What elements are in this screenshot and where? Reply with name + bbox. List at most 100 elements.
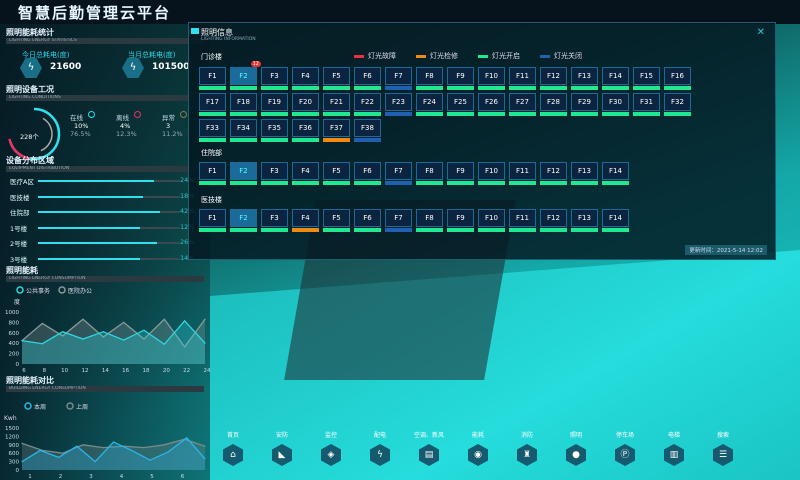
floor-status-bar (199, 86, 226, 90)
close-icon[interactable]: ✕ (756, 27, 765, 38)
floor-button-f28[interactable]: F28 (540, 93, 567, 116)
floor-status-bar (447, 86, 474, 90)
floor-button-f2[interactable]: F2 (230, 162, 257, 185)
floor-button-f33[interactable]: F33 (199, 119, 226, 142)
floor-button-f30[interactable]: F30 (602, 93, 629, 116)
device-status-title: 照明设备工况 (6, 85, 54, 94)
nav-item-8[interactable]: 停车场 Ⓟ (605, 430, 645, 466)
floor-button-f10[interactable]: F10 (478, 209, 505, 232)
floor-button-f27[interactable]: F27 (509, 93, 536, 116)
floor-status-bar (292, 228, 319, 232)
floor-button-f12[interactable]: F12 (540, 209, 567, 232)
floor-button-f11[interactable]: F11 (509, 67, 536, 90)
floor-button-f21[interactable]: F21 (323, 93, 350, 116)
month-label: 当月总耗电(度) (128, 51, 176, 59)
nav-item-0[interactable]: 首页 ⌂ (213, 430, 253, 466)
floor-button-f15[interactable]: F15 (633, 67, 660, 90)
floor-button-f29[interactable]: F29 (571, 93, 598, 116)
floor-button-f4[interactable]: F4 (292, 67, 319, 90)
floor-button-f9[interactable]: F9 (447, 209, 474, 232)
floor-button-f6[interactable]: F6 (354, 209, 381, 232)
floor-button-f9[interactable]: F9 (447, 67, 474, 90)
floor-button-f36[interactable]: F36 (292, 119, 319, 142)
floor-button-f25[interactable]: F25 (447, 93, 474, 116)
floor-button-f8[interactable]: F8 (416, 162, 443, 185)
floor-button-f4[interactable]: F4 (292, 209, 319, 232)
floor-button-f3[interactable]: F3 (261, 209, 288, 232)
nav-icon: ● (566, 444, 586, 466)
floor-button-f13[interactable]: F13 (571, 67, 598, 90)
floor-button-f11[interactable]: F11 (509, 162, 536, 185)
floor-button-f18[interactable]: F18 (230, 93, 257, 116)
floor-button-f19[interactable]: F19 (261, 93, 288, 116)
floor-button-f26[interactable]: F26 (478, 93, 505, 116)
floor-button-f20[interactable]: F20 (292, 93, 319, 116)
floor-button-f16[interactable]: F16 (664, 67, 691, 90)
floor-button-f10[interactable]: F10 (478, 162, 505, 185)
floor-button-f14[interactable]: F14 (602, 209, 629, 232)
floor-button-f10[interactable]: F10 (478, 67, 505, 90)
floor-button-f1[interactable]: F1 (199, 162, 226, 185)
floor-button-f32[interactable]: F32 (664, 93, 691, 116)
nav-icon: ◣ (272, 444, 292, 466)
nav-item-5[interactable]: 能耗 ◉ (458, 430, 498, 466)
floor-button-f5[interactable]: F5 (323, 67, 350, 90)
floor-button-f23[interactable]: F23 (385, 93, 412, 116)
floor-button-f11[interactable]: F11 (509, 209, 536, 232)
floor-button-f7[interactable]: F7 (385, 209, 412, 232)
floor-button-f7[interactable]: F7 (385, 162, 412, 185)
floor-button-f1[interactable]: F1 (199, 209, 226, 232)
floor-button-f7[interactable]: F7 (385, 67, 412, 90)
nav-item-4[interactable]: 空调、新风 ▤ (409, 430, 449, 466)
x-tick-label: 20 (163, 368, 170, 374)
floor-button-f22[interactable]: F22 (354, 93, 381, 116)
floor-button-f1[interactable]: F1 (199, 67, 226, 90)
floor-button-f37[interactable]: F37 (323, 119, 350, 142)
floor-button-f17[interactable]: F17 (199, 93, 226, 116)
distribution-bar-fill (38, 257, 141, 260)
nav-label: 安防 (275, 432, 288, 439)
floor-label: F12 (540, 209, 567, 227)
floor-button-f6[interactable]: F6 (354, 162, 381, 185)
floor-button-f14[interactable]: F14 (602, 162, 629, 185)
floor-button-f12[interactable]: F12 (540, 67, 567, 90)
floor-button-f9[interactable]: F9 (447, 162, 474, 185)
floor-button-f3[interactable]: F3 (261, 67, 288, 90)
floor-button-f6[interactable]: F6 (354, 67, 381, 90)
energy-stats-subtitle: LIGHTING ENERGY STATISTICS (6, 38, 204, 44)
floor-label: F29 (571, 93, 598, 111)
floor-button-f38[interactable]: F38 (354, 119, 381, 142)
floor-button-f13[interactable]: F13 (571, 209, 598, 232)
nav-item-7[interactable]: 照明 ● (556, 430, 596, 466)
nav-item-3[interactable]: 配电 ϟ (360, 430, 400, 466)
floor-label: F1 (199, 67, 226, 85)
data-point (204, 342, 206, 344)
floor-button-f31[interactable]: F31 (633, 93, 660, 116)
floor-button-f8[interactable]: F8 (416, 67, 443, 90)
floor-button-f2[interactable]: F2 (230, 209, 257, 232)
floor-status-bar (478, 86, 505, 90)
floor-button-f35[interactable]: F35 (261, 119, 288, 142)
floor-status-bar (354, 86, 381, 90)
floor-button-f14[interactable]: F14 (602, 67, 629, 90)
floor-button-f8[interactable]: F8 (416, 209, 443, 232)
floor-button-f5[interactable]: F5 (323, 209, 350, 232)
floor-button-f34[interactable]: F34 (230, 119, 257, 142)
nav-item-10[interactable]: 搜索 ☰ (703, 430, 743, 466)
floor-button-f5[interactable]: F5 (323, 162, 350, 185)
nav-item-6[interactable]: 消防 ♜ (507, 430, 547, 466)
legend-color-swatch (478, 54, 488, 58)
nav-item-2[interactable]: 监控 ◈ (311, 430, 351, 466)
floor-button-f13[interactable]: F13 (571, 162, 598, 185)
floor-button-f24[interactable]: F24 (416, 93, 443, 116)
floor-label: F11 (509, 67, 536, 85)
floor-label: F12 (540, 67, 567, 85)
floor-status-bar (292, 181, 319, 185)
nav-item-9[interactable]: 电梯 ▥ (654, 430, 694, 466)
floor-button-f4[interactable]: F4 (292, 162, 319, 185)
data-point (21, 442, 23, 444)
floor-button-f3[interactable]: F3 (261, 162, 288, 185)
nav-item-1[interactable]: 安防 ◣ (262, 430, 302, 466)
floor-button-f12[interactable]: F12 (540, 162, 567, 185)
floor-button-f2[interactable]: F2 12 (230, 61, 261, 90)
